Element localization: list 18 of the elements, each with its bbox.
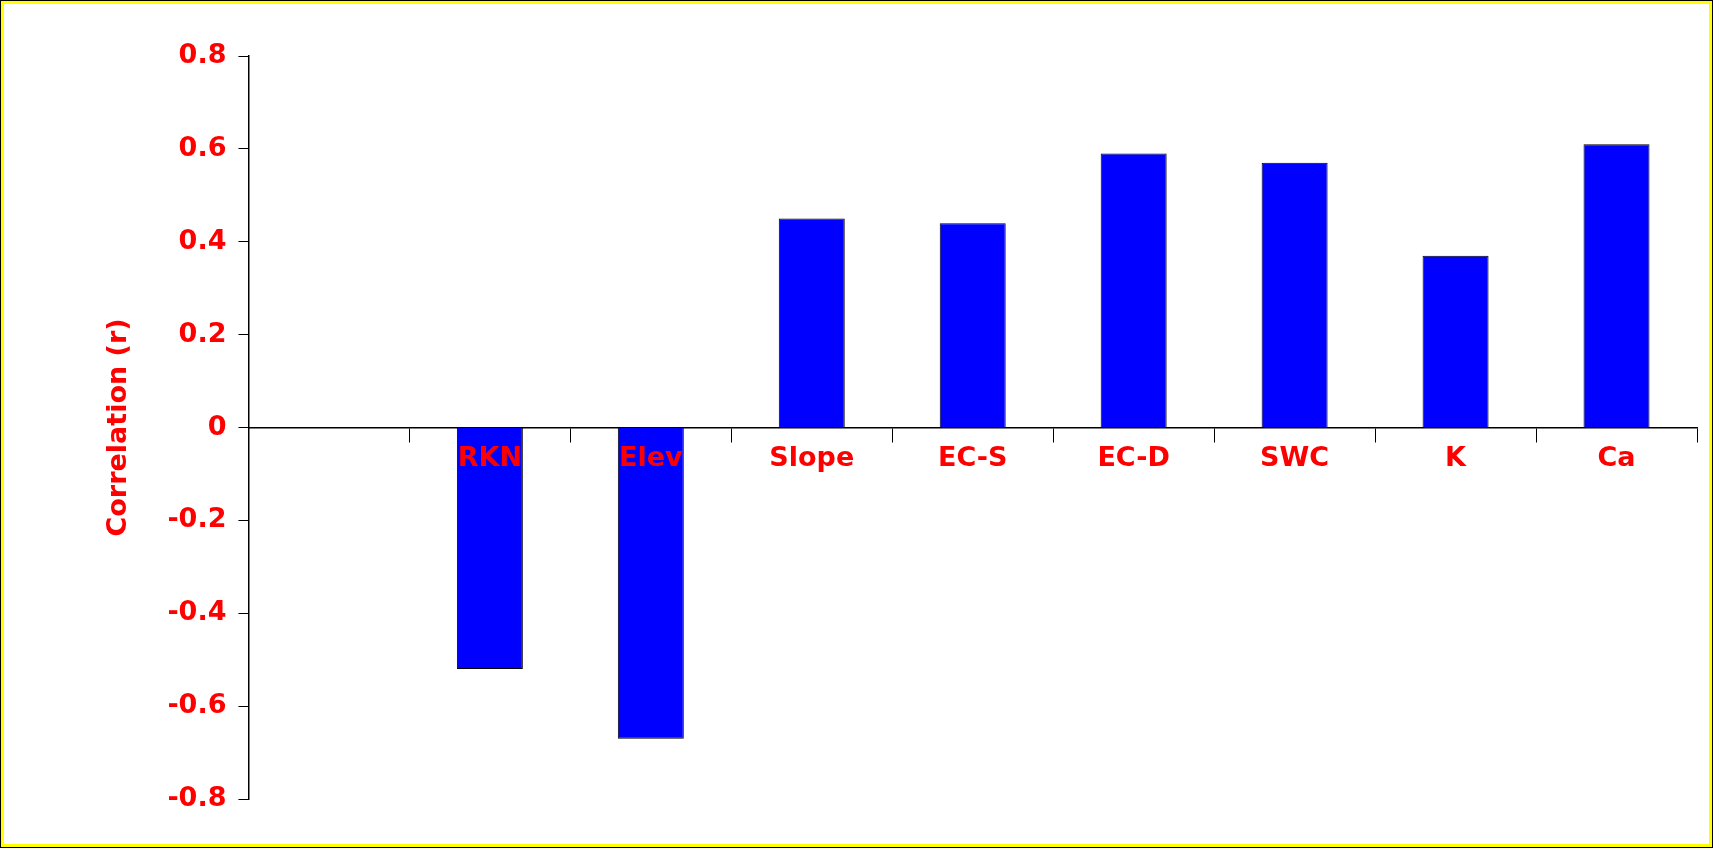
y-tick-label: -0.2	[167, 502, 227, 534]
y-tick-label: -0.6	[167, 688, 227, 720]
x-tick-label: RKN	[457, 441, 523, 473]
y-tick-label: 0.6	[178, 130, 227, 162]
y-tick-label: -0.4	[167, 595, 227, 627]
y-tick-label: 0.4	[178, 223, 227, 255]
y-tick-label: 0	[207, 409, 227, 441]
x-tick-label: Slope	[769, 441, 855, 473]
x-tick-label: K	[1445, 441, 1468, 473]
x-tick-label: SWC	[1260, 441, 1330, 473]
y-tick-label: 0.8	[178, 38, 227, 70]
y-tick-label: -0.8	[167, 781, 227, 813]
x-tick-label: EC-D	[1097, 441, 1170, 473]
y-axis-title: Correlation (r)	[101, 318, 133, 537]
x-tick-label: Elev	[619, 441, 684, 473]
x-tick-label: Ca	[1597, 441, 1636, 473]
x-tick-label: EC-S	[937, 441, 1008, 473]
y-tick-label: 0.2	[178, 316, 227, 348]
